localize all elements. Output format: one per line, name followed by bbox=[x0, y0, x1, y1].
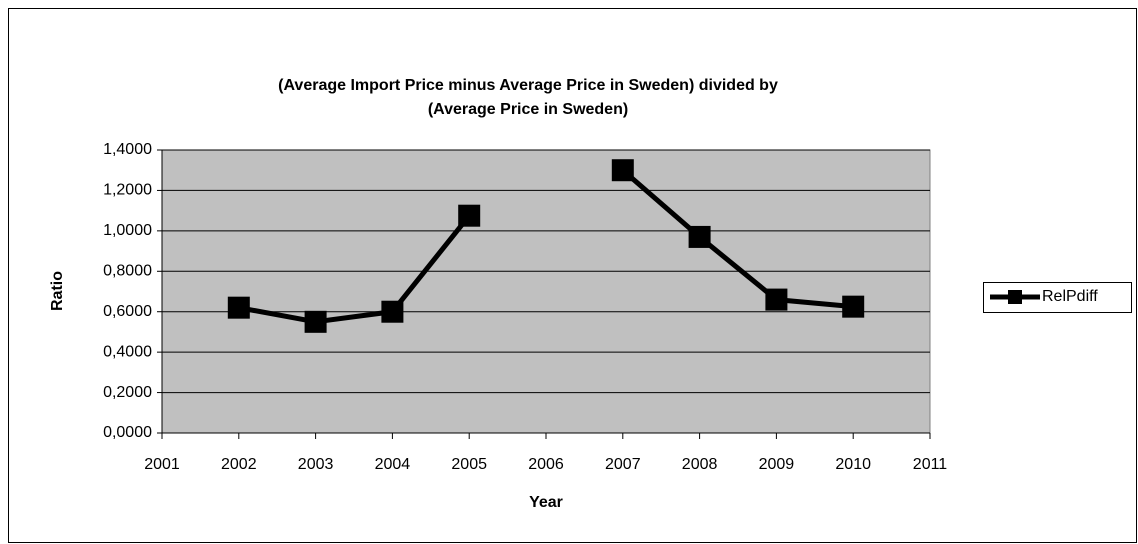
chart-title: (Average Import Price minus Average Pric… bbox=[278, 77, 778, 94]
legend-marker bbox=[1008, 290, 1022, 304]
x-tick-label: 2009 bbox=[759, 456, 795, 473]
marker bbox=[688, 225, 711, 248]
marker bbox=[227, 296, 250, 319]
x-axis-label: Year bbox=[529, 494, 563, 511]
x-tick-label: 2003 bbox=[298, 456, 334, 473]
y-tick-label: 0,2000 bbox=[103, 384, 152, 401]
x-tick-label: 2001 bbox=[144, 456, 180, 473]
x-tick-label: 2006 bbox=[528, 456, 564, 473]
x-tick-label: 2010 bbox=[835, 456, 871, 473]
marker bbox=[611, 159, 634, 182]
y-tick-label: 1,0000 bbox=[103, 222, 152, 239]
marker bbox=[304, 310, 327, 333]
y-tick-label: 0,0000 bbox=[103, 424, 152, 441]
x-tick-label: 2007 bbox=[605, 456, 641, 473]
plot-area bbox=[161, 149, 931, 434]
x-tick-label: 2004 bbox=[375, 456, 411, 473]
x-tick-label: 2011 bbox=[913, 456, 948, 473]
y-axis-label: Ratio bbox=[49, 271, 66, 311]
series-line bbox=[238, 168, 854, 325]
y-tick-label: 0,8000 bbox=[103, 263, 152, 280]
marker bbox=[842, 295, 865, 318]
x-tick-label: 2002 bbox=[221, 456, 257, 473]
y-tick-label: 0,4000 bbox=[103, 343, 152, 360]
legend-label: RelPdiff bbox=[1042, 288, 1098, 305]
y-tick-label: 0,6000 bbox=[103, 303, 152, 320]
marker bbox=[765, 288, 788, 311]
chart-title: (Average Price in Sweden) bbox=[428, 101, 628, 118]
legend-box bbox=[983, 282, 1132, 313]
marker bbox=[381, 300, 404, 323]
marker bbox=[458, 204, 481, 227]
x-tick-label: 2005 bbox=[451, 456, 487, 473]
y-tick-label: 1,2000 bbox=[103, 182, 152, 199]
x-tick-label: 2008 bbox=[682, 456, 718, 473]
y-tick-label: 1,4000 bbox=[103, 141, 152, 158]
